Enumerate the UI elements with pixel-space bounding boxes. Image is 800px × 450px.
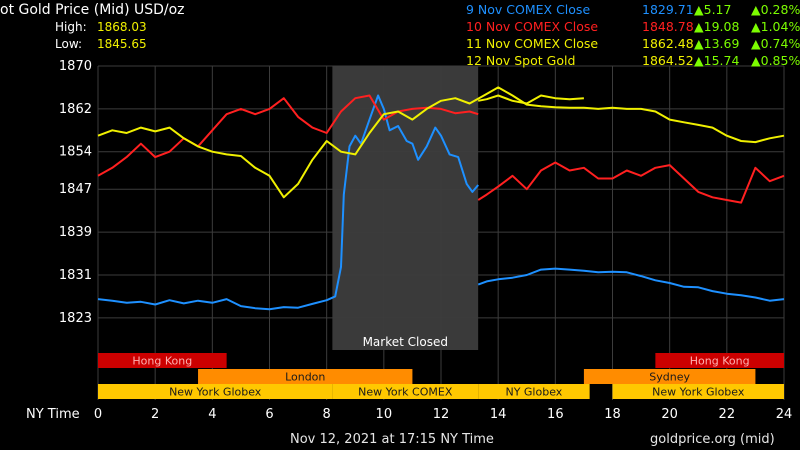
x-tick-label: 10 — [376, 407, 393, 422]
x-tick-label: 20 — [661, 407, 678, 422]
x-tick-label: 18 — [604, 407, 621, 422]
session-bar — [332, 384, 479, 399]
y-tick-label: 1847 — [59, 182, 92, 197]
y-tick-label: 1854 — [59, 145, 92, 160]
session-bar — [478, 384, 590, 399]
legend-name: 9 Nov COMEX Close — [466, 2, 591, 17]
series-line — [97, 94, 479, 311]
high-label: High: — [55, 20, 87, 34]
high-value: 1868.03 — [97, 20, 147, 34]
source-credit: goldprice.org (mid) — [650, 432, 775, 447]
low-label: Low: — [55, 37, 83, 51]
series-line — [97, 86, 785, 199]
legend-percent: ▲0.28% — [751, 2, 800, 17]
x-tick-label: 8 — [323, 407, 331, 422]
legend-percent: ▲0.74% — [751, 36, 800, 51]
x-tick-label: 14 — [490, 407, 507, 422]
legend-change: ▲15.74 — [694, 53, 740, 68]
session-label: Hong Kong — [690, 355, 750, 368]
legend-name: 12 Nov Spot Gold — [466, 53, 576, 68]
session-label: NY Globex — [505, 386, 562, 399]
legend-price: 1829.71 — [642, 2, 694, 17]
session-bar — [98, 353, 227, 368]
series-lines — [97, 86, 785, 311]
grid — [97, 65, 785, 400]
y-tick-label: 1870 — [59, 59, 92, 74]
series-line — [478, 94, 584, 105]
y-tick-label: 1839 — [59, 225, 92, 240]
legend-change: ▲5.17 — [694, 2, 732, 17]
session-bar — [98, 384, 333, 399]
y-tick-label: 1831 — [59, 268, 92, 283]
legend-name: 10 Nov COMEX Close — [466, 19, 599, 34]
session-label: Sydney — [649, 371, 690, 384]
session-label: New York Globex — [169, 386, 262, 399]
x-tick-label: 24 — [776, 407, 793, 422]
x-axis-label: NY Time — [26, 407, 80, 422]
trading-sessions: Hong Kong Hong Kong London Sydney New York G… — [98, 353, 784, 399]
series-line — [97, 94, 479, 177]
session-bar — [655, 353, 784, 368]
x-tick-label: 16 — [547, 407, 564, 422]
legend-name: 11 Nov COMEX Close — [466, 36, 599, 51]
low-value: 1845.65 — [97, 37, 147, 51]
legend-price: 1864.52 — [642, 53, 694, 68]
x-tick-label: 22 — [719, 407, 736, 422]
x-tick-label: 4 — [208, 407, 216, 422]
legend-price: 1848.78 — [642, 19, 694, 34]
session-bar — [612, 384, 784, 399]
series-line — [477, 267, 785, 302]
x-axis-ticks: 0 2 4 6 8 10 12 14 16 18 20 22 24 — [94, 407, 792, 422]
y-tick-label: 1823 — [59, 311, 92, 326]
session-label: Hong Kong — [132, 355, 192, 368]
timestamp: Nov 12, 2021 at 17:15 NY Time — [290, 432, 494, 447]
y-axis-ticks: 1870 1862 1854 1847 1839 1831 1823 — [59, 59, 92, 326]
series-line — [477, 161, 785, 204]
x-tick-label: 2 — [151, 407, 159, 422]
x-tick-label: 6 — [265, 407, 273, 422]
x-tick-label: 12 — [433, 407, 450, 422]
y-tick-label: 1862 — [59, 102, 92, 117]
session-bar — [198, 369, 413, 384]
legend-price: 1862.48 — [642, 36, 694, 51]
market-closed-label: Market Closed — [363, 335, 448, 349]
session-label: London — [285, 371, 325, 384]
legend-change: ▲19.08 — [694, 19, 740, 34]
session-bar — [583, 369, 756, 384]
chart-title: ot Gold Price (Mid) USD/oz — [0, 2, 185, 18]
legend-percent: ▲0.85% — [751, 53, 800, 68]
x-tick-label: 0 — [94, 407, 102, 422]
session-label: New York COMEX — [358, 386, 453, 399]
legend-percent: ▲1.04% — [751, 19, 800, 34]
session-label: New York Globex — [652, 386, 745, 399]
legend-change: ▲13.69 — [694, 36, 740, 51]
